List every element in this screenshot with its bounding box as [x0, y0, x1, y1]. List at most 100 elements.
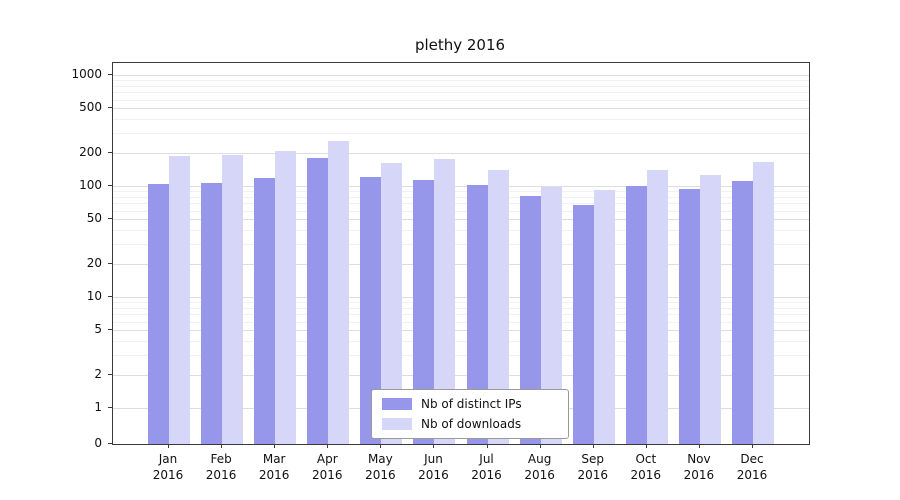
y-tick-mark [108, 74, 112, 75]
bar-downloads-may [381, 163, 403, 444]
y-tick-mark [108, 218, 112, 220]
y-tick-label: 200 [79, 144, 102, 159]
x-tick-mark [592, 444, 594, 448]
legend-label-downloads: Nb of downloads [421, 417, 522, 431]
gridline-minor [113, 230, 809, 232]
y-tick-label: 100 [79, 178, 102, 192]
bar-ips-feb [201, 182, 223, 444]
legend-label-distinct-ips: Nb of distinct IPs [421, 397, 522, 411]
gridline-minor [113, 321, 809, 323]
x-tick-mark [221, 444, 223, 448]
bar-ips-may [360, 177, 382, 444]
gridline-minor [113, 92, 809, 94]
x-tick-label-dec: Dec 2016 [736, 452, 768, 483]
legend-swatch-distinct-ips [382, 398, 412, 410]
x-tick-label-apr: Apr 2016 [311, 452, 343, 483]
x-tick-label-mar: Mar 2016 [258, 452, 290, 483]
x-tick-label-sep: Sep 2016 [577, 452, 608, 483]
y-tick-label: 10 [86, 289, 102, 303]
x-tick-mark [752, 444, 753, 448]
gridline-minor [113, 341, 809, 343]
gridline-minor [113, 210, 809, 212]
gridline-minor [113, 244, 809, 246]
gridline-major [113, 219, 809, 221]
gridline-minor [113, 99, 809, 101]
y-tick-mark [108, 443, 112, 444]
y-tick-mark [108, 329, 112, 331]
x-tick-label-feb: Feb 2016 [205, 452, 237, 483]
gridline-major [113, 330, 809, 332]
x-tick-label-nov: Nov 2016 [683, 452, 715, 483]
bar-downloads-nov [699, 175, 721, 444]
x-tick-mark [274, 444, 276, 448]
bar-downloads-jun [434, 159, 456, 444]
x-tick-mark [433, 444, 435, 448]
bar-downloads-aug [540, 187, 562, 444]
chart-title: plethy 2016 [414, 36, 506, 54]
gridline-major [113, 75, 809, 76]
bar-ips-jun [413, 180, 435, 444]
x-tick-label-jul: Jul 2016 [471, 452, 502, 483]
x-tick-mark [539, 444, 541, 448]
y-tick-label: 5 [94, 322, 102, 337]
bar-downloads-oct [646, 170, 668, 444]
y-tick-mark [108, 107, 112, 109]
y-tick-mark [108, 407, 112, 408]
gridline-minor [113, 302, 809, 304]
bar-downloads-jan [169, 156, 190, 444]
gridline-minor [113, 119, 809, 121]
bar-ips-jul [466, 185, 488, 444]
gridline-minor [113, 191, 809, 193]
gridline-minor [113, 133, 809, 135]
legend: Nb of distinct IPs Nb of downloads [371, 389, 569, 439]
x-tick-label-oct: Oct 2016 [630, 452, 662, 483]
legend-item-downloads: Nb of downloads [382, 417, 558, 431]
x-tick-mark [380, 444, 382, 448]
y-tick-label: 50 [86, 211, 102, 226]
bar-ips-sep [572, 204, 594, 444]
gridline-major [113, 108, 809, 110]
x-tick-label-aug: Aug 2016 [524, 452, 555, 483]
y-tick-label: 0 [94, 436, 102, 450]
bar-downloads-sep [593, 190, 615, 444]
gridline-minor [113, 80, 809, 82]
bar-ips-apr [307, 157, 329, 444]
gridline-major [113, 263, 809, 265]
bar-downloads-jul [487, 169, 509, 444]
gridline-minor [113, 307, 809, 309]
y-tick-mark [108, 373, 112, 375]
y-tick-label: 1000 [71, 67, 102, 81]
y-tick-label: 1 [94, 400, 102, 414]
y-tick-mark [108, 151, 112, 153]
gridline-minor [113, 203, 809, 205]
gridline-minor [113, 355, 809, 357]
x-tick-label-jun: Jun 2016 [418, 452, 449, 483]
y-tick-label: 2 [94, 366, 102, 381]
legend-item-distinct-ips: Nb of distinct IPs [382, 397, 558, 411]
bar-ips-jan [148, 183, 169, 444]
x-tick-mark [698, 444, 700, 448]
bar-ips-dec [732, 180, 753, 444]
bar-downloads-dec [753, 161, 774, 444]
bar-ips-aug [519, 195, 541, 444]
bar-ips-mar [254, 178, 276, 444]
gridline-major [113, 186, 809, 187]
legend-swatch-downloads [382, 418, 412, 430]
x-tick-mark [486, 444, 488, 448]
x-tick-mark [327, 444, 329, 448]
gridline-major [113, 374, 809, 376]
bar-downloads-apr [328, 140, 350, 444]
y-tick-label: 500 [79, 100, 102, 115]
gridline-minor [113, 314, 809, 316]
bar-ips-nov [678, 189, 700, 444]
y-tick-mark [108, 185, 112, 186]
x-tick-label-jan: Jan 2016 [152, 452, 184, 483]
y-tick-mark [108, 262, 112, 264]
x-tick-mark [168, 444, 169, 448]
bar-downloads-mar [275, 151, 297, 444]
gridline-major [113, 297, 809, 298]
bar-ips-oct [625, 186, 647, 444]
bar-downloads-feb [222, 155, 244, 444]
gridline-minor [113, 85, 809, 87]
